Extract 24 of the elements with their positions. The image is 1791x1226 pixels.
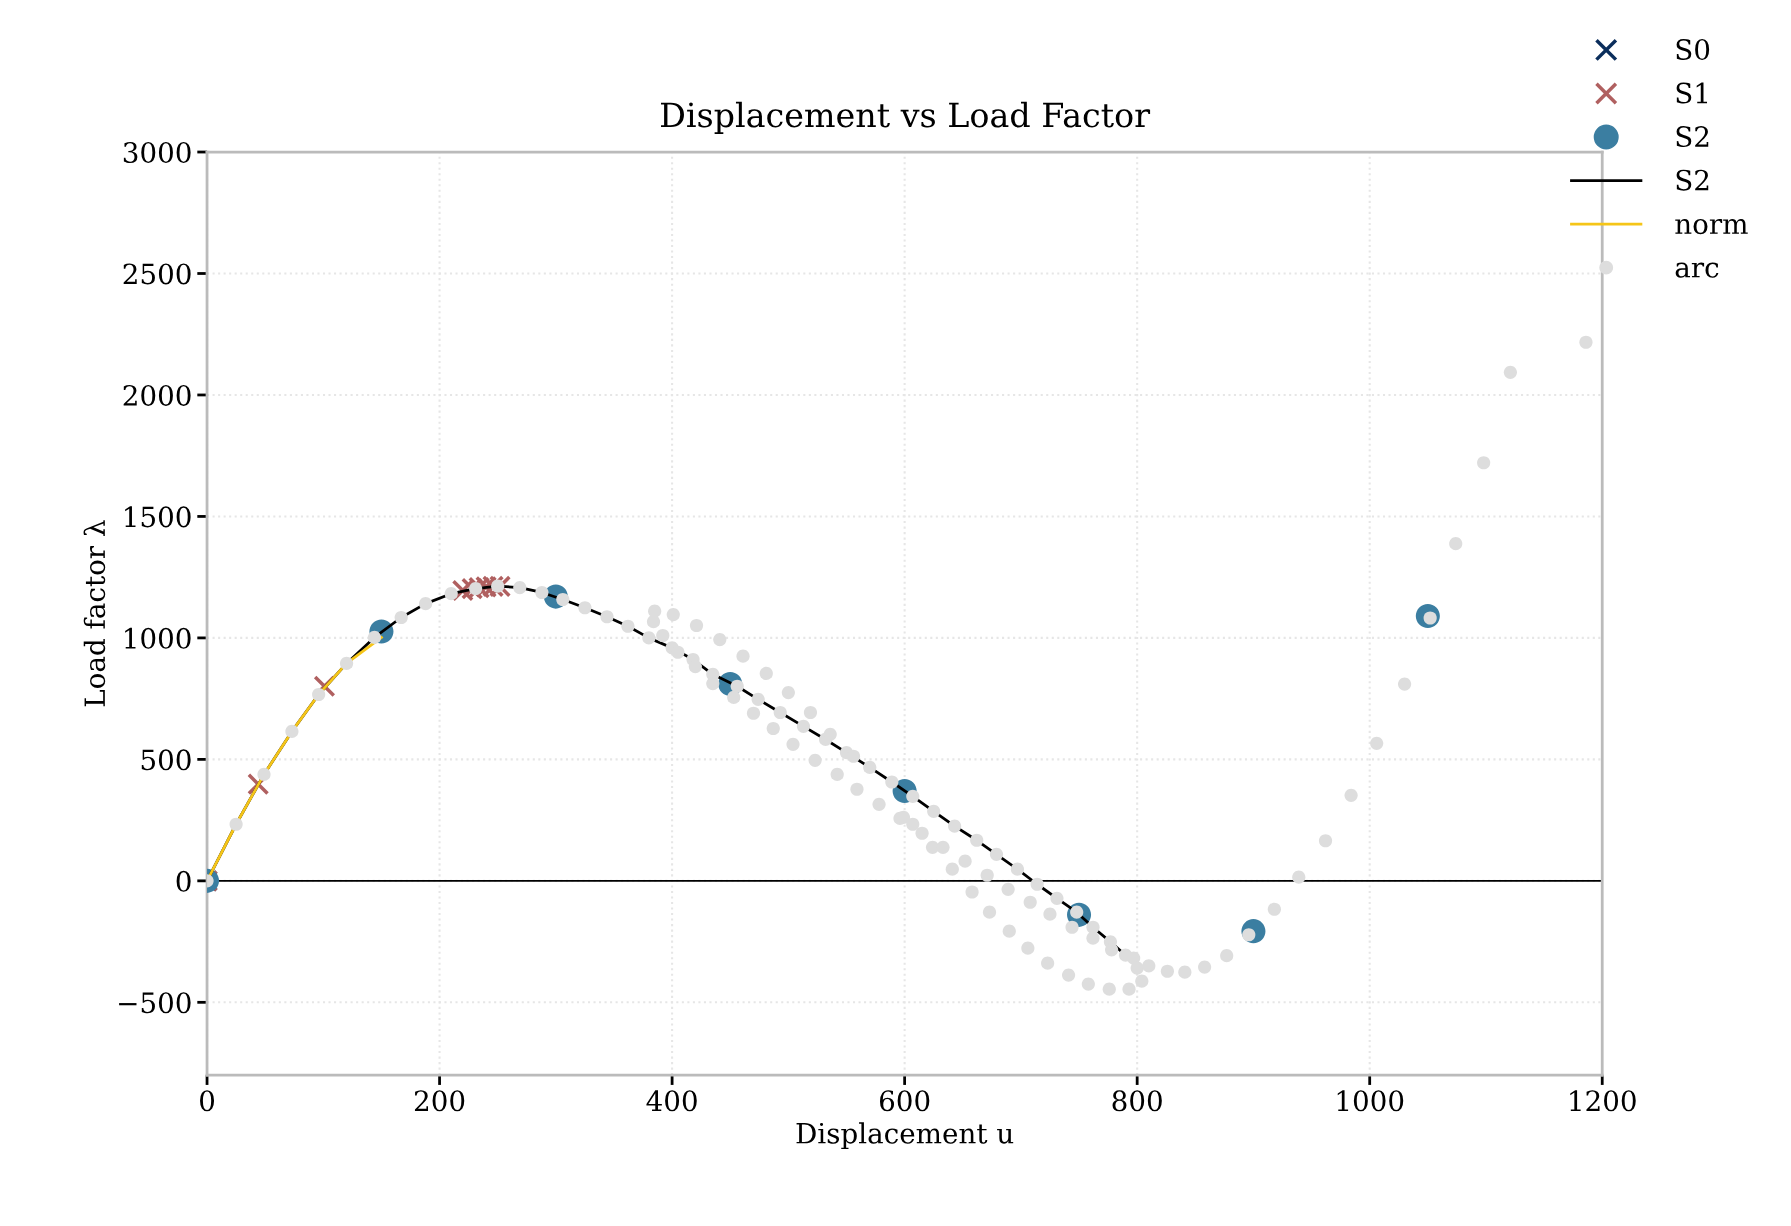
legend-label: arc: [1675, 262, 1719, 278]
y-axis-title: Load factor λ: [83, 520, 106, 707]
y-tick-label: 0: [176, 870, 191, 892]
legend-label: norm: [1675, 219, 1748, 235]
y-tick-label: −500: [119, 992, 191, 1014]
x-tick-label: 1200: [1570, 1090, 1636, 1112]
chart-title: Displacement vs Load Factor: [661, 101, 1151, 134]
legend-label: S1: [1676, 82, 1708, 104]
y-tick-label: 500: [141, 749, 191, 771]
legend-label: S0: [1676, 39, 1710, 61]
y-tick-label: 1000: [125, 627, 191, 649]
legend-label: S2: [1676, 169, 1709, 191]
x-tick-label: 800: [1112, 1090, 1162, 1112]
y-tick-label: 1500: [125, 506, 191, 528]
y-tick-label: 2500: [123, 263, 191, 285]
y-tick-label: 2000: [123, 384, 191, 406]
x-tick-label: 0: [200, 1090, 215, 1112]
legend-label: S2: [1676, 126, 1709, 148]
x-tick-label: 400: [646, 1090, 697, 1112]
x-tick-label: 200: [414, 1090, 465, 1112]
x-tick-label: 1000: [1337, 1090, 1404, 1112]
x-axis-title: Displacement u: [796, 1122, 1014, 1150]
x-tick-label: 600: [879, 1090, 930, 1112]
y-tick-label: 3000: [123, 141, 191, 163]
